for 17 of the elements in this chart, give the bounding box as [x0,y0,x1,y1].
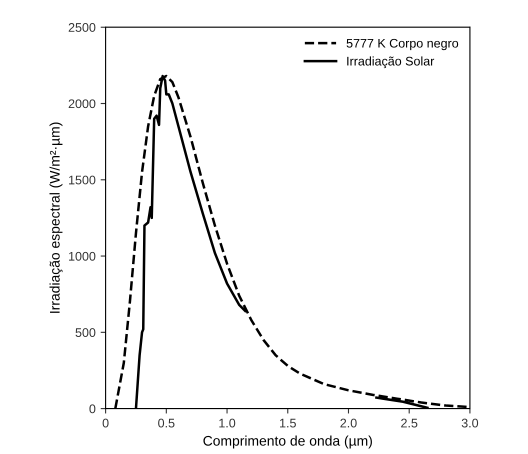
x-tick-label: 3.0 [462,418,478,428]
x-tick-label: 0 [102,418,109,428]
x-tick-label: 2.5 [401,418,418,428]
legend-label: 5777 K Corpo negro [346,38,458,50]
x-tick-label: 2.0 [340,418,357,428]
y-tick-label: 0 [89,404,96,414]
y-tick-label: 1500 [69,176,96,184]
y-tick-label: 1000 [69,252,96,261]
x-axis-title: Comprimento de onda (µm) [203,436,372,448]
legend-label: Irradiação Solar [347,56,434,68]
y-axis-title: Irradiação espectral (W/m²·µm) [50,122,63,313]
x-tick-label: 0.5 [158,418,174,428]
y-tick-label: 2000 [68,99,96,108]
x-tick-label: 1.5 [280,418,296,428]
y-tick-label: 500 [76,328,96,337]
x-tick-label: 1.0 [219,418,236,428]
y-tick-label: 2500 [68,23,96,32]
